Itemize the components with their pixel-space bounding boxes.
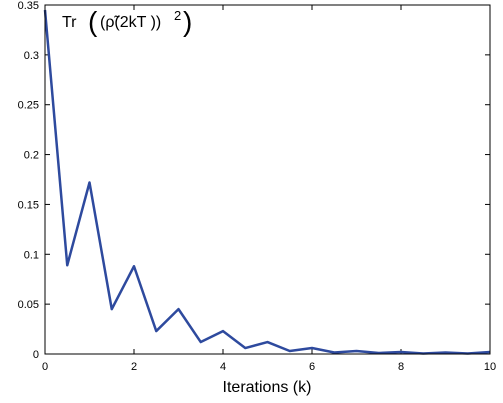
tick-labels: 0 2 4 6 8 10 0 0.05 0.1 0.15 0.2 0.25 0.3 0.35 — [18, 0, 497, 373]
plot-frame — [44, 4, 491, 355]
y-tick-label: 0.15 — [18, 199, 39, 211]
title-close-paren: ) — [183, 6, 192, 37]
x-tick-label: 6 — [309, 361, 315, 373]
x-tick-label: 8 — [398, 361, 404, 373]
chart-title: Tr ( (ρ̃(2kT )) 2 ) — [62, 6, 192, 37]
x-axis-label: Iterations (k) — [223, 379, 312, 396]
title-exponent: 2 — [174, 8, 181, 23]
title-body: (ρ̃(2kT )) — [100, 14, 161, 31]
y-tick-label: 0.1 — [24, 249, 39, 261]
y-tick-label: 0.3 — [24, 50, 39, 62]
series-line — [43, 9, 491, 355]
y-tick-label: 0.35 — [18, 0, 39, 12]
title-prefix: Tr — [62, 14, 77, 31]
x-tick-label: 4 — [220, 361, 226, 373]
y-tick-label: 0.05 — [18, 299, 39, 311]
x-tick-label: 10 — [484, 361, 496, 373]
y-tick-label: 0.2 — [24, 150, 39, 162]
plot-area-background — [45, 5, 490, 354]
y-tick-label: 0.25 — [18, 100, 39, 112]
title-open-paren: ( — [88, 6, 98, 37]
x-tick-label: 0 — [42, 361, 48, 373]
x-tick-label: 2 — [131, 361, 137, 373]
y-tick-label: 0 — [33, 349, 39, 361]
